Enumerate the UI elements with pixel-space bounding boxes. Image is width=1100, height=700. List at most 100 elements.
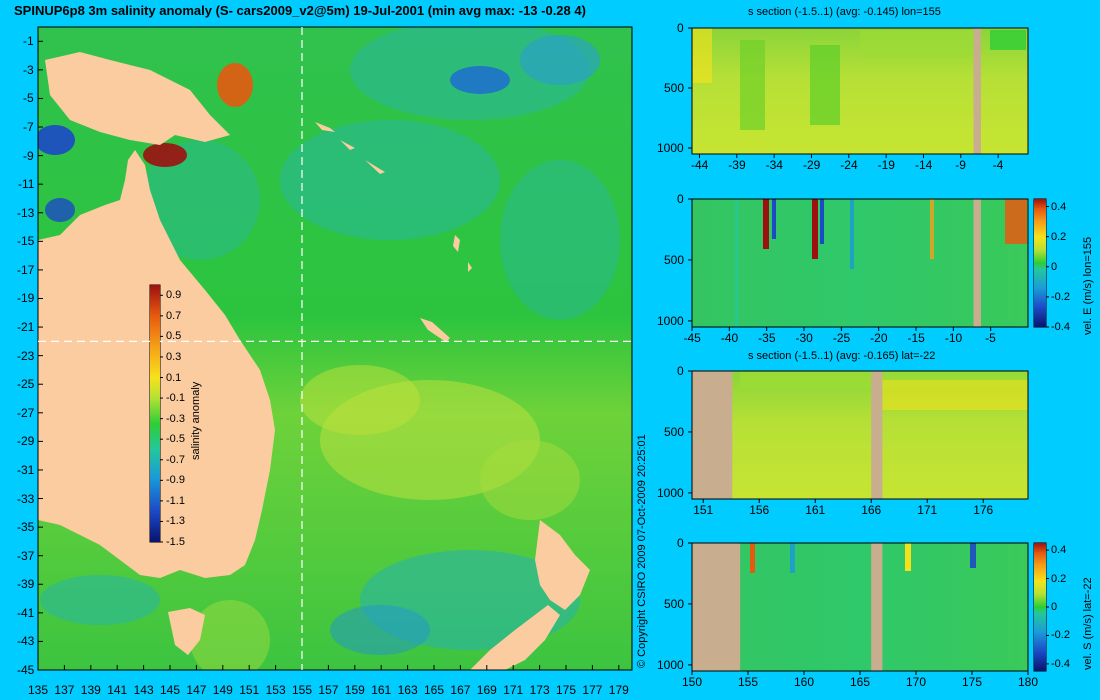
map-plot xyxy=(38,27,632,670)
p3-xtick-label: 161 xyxy=(805,503,826,517)
map-ytick-label: -27 xyxy=(17,405,35,420)
p4-colorbar-label: vel. S (m/s) lat=-22 xyxy=(1082,577,1094,670)
land-new-zealand-north xyxy=(535,520,590,610)
map-xtick-label: 167 xyxy=(450,683,471,697)
p2-xtick-label: -45 xyxy=(683,331,701,345)
map-xtick-label: 135 xyxy=(28,683,49,697)
panel-lon155-velocity-east xyxy=(692,199,1028,327)
p2-colorbar-tick-label: -0.2 xyxy=(1051,290,1070,303)
p1-xtick-label: -4 xyxy=(992,158,1004,172)
map-xtick-label: 139 xyxy=(80,683,101,697)
land-new-zealand-south xyxy=(470,605,560,670)
map-ytick-label: -39 xyxy=(17,577,35,592)
map-colorbar-tick-label: -0.7 xyxy=(166,453,185,466)
map-colorbar-tick-label: 0.5 xyxy=(166,330,182,343)
map-ytick-label: -17 xyxy=(17,262,35,277)
map-xtick-label: 175 xyxy=(556,683,577,697)
p3-ytick-label: 1000 xyxy=(657,485,684,500)
map-frame xyxy=(37,26,633,671)
p3-xtick-label: 176 xyxy=(973,503,994,517)
p1-title: s section (-1.5..1) (avg: -0.145) lon=15… xyxy=(748,6,941,18)
p1-ytick-label: 1000 xyxy=(657,141,684,155)
map-xtick-label: 149 xyxy=(212,683,233,697)
p1-xtick-label: -34 xyxy=(765,158,783,172)
p1-land-mask xyxy=(973,28,981,154)
map-ytick-label: -13 xyxy=(17,205,35,220)
p4-xtick-label: 180 xyxy=(1018,675,1039,689)
map-ytick-label: -15 xyxy=(17,234,35,249)
map-ytick-label: -19 xyxy=(17,291,35,306)
panel-lat22-velocity-south xyxy=(692,543,1028,671)
map-xtick-label: 141 xyxy=(107,683,128,697)
map-ytick-label: -25 xyxy=(17,377,35,392)
p2-colorbar-tick-label: -0.4 xyxy=(1051,321,1070,333)
map-colorbar-tick-label: -1.3 xyxy=(166,515,185,528)
map-xtick-label: 171 xyxy=(503,683,524,697)
p4-xtick-label: 150 xyxy=(682,675,703,689)
map-ytick-label: -35 xyxy=(17,520,35,535)
p4-ytick-label: 500 xyxy=(664,596,685,611)
p2-colorbar-label: vel. E (m/s) lon=155 xyxy=(1082,236,1094,335)
p1-ytick-label: 0 xyxy=(677,21,684,35)
p3-ytick-label: 0 xyxy=(677,364,684,378)
map-ytick-label: -43 xyxy=(17,634,35,649)
p2-ytick-label: 500 xyxy=(664,252,685,267)
map-colorbar-label: salinity anomaly xyxy=(190,381,202,460)
p2-land-mask xyxy=(973,199,981,327)
map-anomaly-patches xyxy=(38,27,620,670)
panel-lon155-salinity xyxy=(692,28,1028,154)
map-ytick-label: -33 xyxy=(17,491,35,506)
map-xtick-label: 153 xyxy=(265,683,286,697)
p4-colorbar-tick-label: 0.2 xyxy=(1051,572,1067,585)
p3-title: s section (-1.5..1) (avg: -0.165) lat=-2… xyxy=(748,350,936,362)
p4-colorbar-tick-label: 0 xyxy=(1051,601,1058,613)
p4-xtick-label: 155 xyxy=(738,675,759,689)
p4-colorbar xyxy=(1034,543,1046,671)
p4-land-mask xyxy=(692,543,741,671)
map-ytick-label: -11 xyxy=(18,177,35,192)
map-colorbar xyxy=(150,285,160,542)
p1-xtick-label: -9 xyxy=(955,158,966,172)
land-tasmania xyxy=(168,608,205,655)
p2-xtick-label: -30 xyxy=(795,331,813,345)
map-ytick-label: -1 xyxy=(23,34,34,49)
map-xtick-label: 143 xyxy=(133,683,154,697)
map-ytick-label: -31 xyxy=(17,462,35,477)
p2-field xyxy=(692,199,1028,327)
p3-xtick-label: 156 xyxy=(749,503,770,517)
p1-xtick-label: -39 xyxy=(728,158,746,172)
panel-lat22-salinity xyxy=(692,371,1028,499)
p4-ytick-label: 0 xyxy=(677,536,684,550)
map-xtick-label: 151 xyxy=(239,683,260,697)
map-colorbar-tick-label: 0.9 xyxy=(166,289,182,302)
p1-ytick-label: 500 xyxy=(664,81,685,95)
p3-xtick-label: 166 xyxy=(861,503,882,517)
p4-xtick-label: 170 xyxy=(906,675,927,689)
map-xtick-label: 163 xyxy=(397,683,418,697)
p2-xtick-label: -10 xyxy=(944,331,963,345)
map-colorbar-tick-label: -0.3 xyxy=(166,412,185,425)
map-ytick-label: -7 xyxy=(23,120,34,135)
map-colorbar-tick-label: -1.1 xyxy=(166,494,185,507)
map-xtick-label: 155 xyxy=(292,683,313,697)
map-colorbar-tick-label: 0.7 xyxy=(166,309,182,322)
land-new-caledonia xyxy=(420,318,450,342)
map-xtick-label: 157 xyxy=(318,683,339,697)
map-ytick-label: -45 xyxy=(17,663,35,677)
p4-xtick-label: 165 xyxy=(850,675,871,689)
p4-field xyxy=(692,543,1028,671)
p1-xtick-label: -29 xyxy=(802,158,821,172)
p3-land-mask xyxy=(692,371,733,499)
p2-xtick-label: -5 xyxy=(985,331,996,345)
p4-xtick-label: 160 xyxy=(794,675,815,689)
p4-colorbar-tick-label: 0.4 xyxy=(1051,544,1067,557)
map-colorbar-tick-label: -0.1 xyxy=(166,392,185,405)
map-xtick-label: 145 xyxy=(160,683,181,697)
land-vanuatu xyxy=(453,235,472,272)
p2-xtick-label: -40 xyxy=(720,331,739,345)
map-ytick-label: -21 xyxy=(17,320,35,335)
p4-colorbar-tick-label: -0.2 xyxy=(1051,629,1070,642)
map-guide-lines xyxy=(38,27,632,670)
map-colorbar-tick-label: 0.1 xyxy=(166,371,182,384)
